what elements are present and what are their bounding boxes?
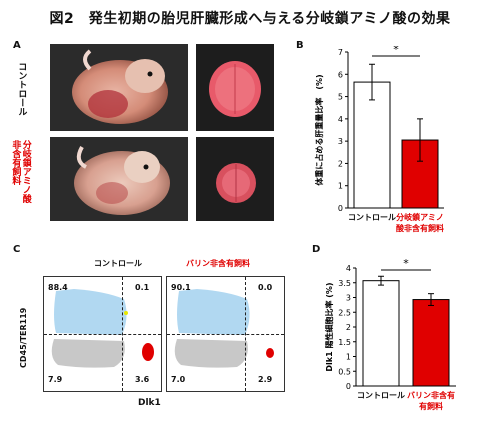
y-tick-label: 2.5 xyxy=(338,308,351,317)
flow-xlabel: Dlk1 xyxy=(138,398,161,408)
y-tick-label: 1.5 xyxy=(338,338,351,347)
flow-header-control: コントロール xyxy=(94,259,142,268)
chart-liver-weight-ratio: 0 1 2 3 4 5 6 7 体重に占める肝重量比率 (%) コントロール 分岐鎖アミノ酸非含有飼… xyxy=(314,46,444,233)
bar xyxy=(412,299,450,387)
y-tick-label: 1 xyxy=(338,182,343,191)
flow-plot-valine-free: 90.1 0.0 7.0 2.9 xyxy=(166,276,285,392)
row-label-bcaa-free: 分岐鎖アミノ酸非含有飼料 xyxy=(10,140,31,218)
y-axis-label: Dlk1 陽性細胞比率 (%) xyxy=(324,282,334,371)
row-label-line: コントロール xyxy=(16,62,27,116)
figure-title: 図2 発生初期の胎児肝臓形成へ与える分岐鎖アミノ酸の効果 xyxy=(49,11,451,27)
x-category-label: コントロール xyxy=(348,213,396,222)
flow-valine-ll: 7.0 xyxy=(171,375,186,384)
chart-dlk1-positive-ratio: 0 0.5 1 1.5 2 2.5 3 3.5 4 Dlk1 陽性細胞比率 (%) コントロール バリ… xyxy=(324,257,456,411)
y-tick-label: 0.5 xyxy=(338,367,351,376)
flow-plot-control: 88.4 0.1 7.9 3.6 xyxy=(43,276,162,392)
flow-valine-ur: 0.0 xyxy=(258,283,273,292)
y-tick-label: 2 xyxy=(346,323,351,332)
x-category-label: 分岐鎖アミノ xyxy=(396,212,444,222)
x-category-label: コントロール xyxy=(357,391,405,400)
flow-control-lr: 3.6 xyxy=(135,375,150,384)
bar xyxy=(362,280,400,387)
y-tick-label: 3.5 xyxy=(338,279,351,288)
liver-photo-bcaa-free xyxy=(196,137,274,221)
flow-valine-ul: 90.1 xyxy=(171,283,191,292)
significance-marker: * xyxy=(393,46,399,56)
panel-a-label: A xyxy=(13,40,21,51)
y-tick-label: 0 xyxy=(338,204,343,213)
bar xyxy=(353,81,391,209)
significance-marker: * xyxy=(403,257,409,270)
y-tick-label: 6 xyxy=(338,70,343,79)
y-tick-label: 3 xyxy=(338,137,343,146)
y-tick-label: 3 xyxy=(346,294,351,303)
x-category-label: 酸非含有飼料 xyxy=(396,223,444,233)
y-tick-label: 1 xyxy=(346,353,351,362)
flow-control-ll: 7.9 xyxy=(48,375,63,384)
panel-d-label: D xyxy=(312,244,321,255)
flow-valine-lr: 2.9 xyxy=(258,375,273,384)
liver-photo-control xyxy=(196,44,274,131)
y-tick-label: 4 xyxy=(338,115,343,124)
row-label-control: コントロール xyxy=(16,62,26,128)
embryo-photo-bcaa-free xyxy=(50,137,188,221)
y-tick-label: 2 xyxy=(338,159,343,168)
flow-control-ur: 0.1 xyxy=(135,283,150,292)
y-tick-label: 5 xyxy=(338,93,343,102)
x-category-label: 有飼料 xyxy=(419,401,443,411)
panel-c-label: C xyxy=(13,244,21,255)
y-tick-label: 4 xyxy=(346,264,351,273)
flow-header-valine-free: バリン非含有飼料 xyxy=(186,259,250,268)
panel-b-label: B xyxy=(296,40,304,51)
y-tick-label: 0 xyxy=(346,382,351,391)
y-axis-label: 体重に占める肝重量比率 (%) xyxy=(314,74,324,185)
y-tick-label: 7 xyxy=(338,48,343,57)
x-category-label: バリン非含有 xyxy=(407,390,455,400)
row-label-line: 分岐鎖アミノ酸 xyxy=(20,140,31,203)
flow-control-ul: 88.4 xyxy=(48,283,68,292)
row-label-line: 非含有飼料 xyxy=(10,140,21,185)
flow-ylabel: CD45/TER119 xyxy=(19,307,28,368)
embryo-photo-control xyxy=(50,44,188,131)
